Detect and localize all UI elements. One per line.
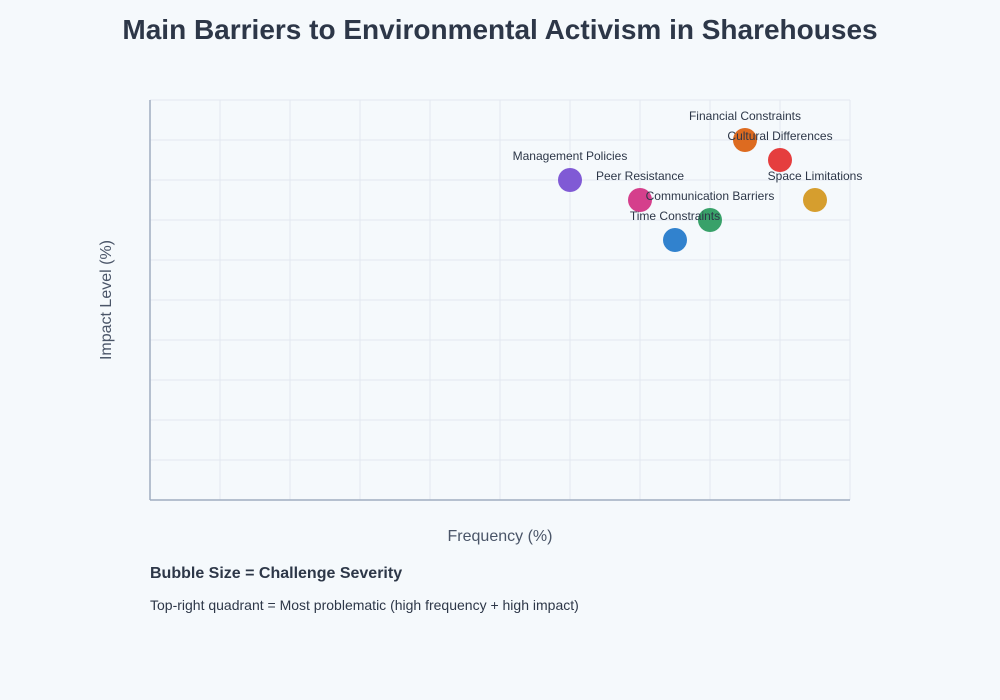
bubble-label: Communication Barriers [646, 189, 775, 203]
bubble-cultural-differences [768, 148, 792, 172]
bubble-label: Time Constraints [630, 209, 720, 223]
y-axis-label: Impact Level (%) [98, 240, 115, 360]
bubble-label: Cultural Differences [727, 129, 832, 143]
x-axis-label: Frequency (%) [448, 528, 553, 545]
bubble-financial-constraints [733, 128, 757, 152]
bubble-label: Space Limitations [768, 169, 863, 183]
bubble-label: Peer Resistance [596, 169, 684, 183]
bubble-label: Financial Constraints [689, 109, 801, 123]
bubble-time-constraints [663, 228, 687, 252]
bubble-size-note: Bubble Size = Challenge Severity [150, 565, 403, 582]
quadrant-note: Top-right quadrant = Most problematic (h… [150, 597, 579, 613]
bubble-peer-resistance [628, 188, 652, 212]
bubble-label: Management Policies [513, 149, 628, 163]
chart-title: Main Barriers to Environmental Activism … [122, 14, 878, 45]
bubble-communication-barriers [698, 208, 722, 232]
bubble-space-limitations [803, 188, 827, 212]
bubble-management-policies [558, 168, 582, 192]
